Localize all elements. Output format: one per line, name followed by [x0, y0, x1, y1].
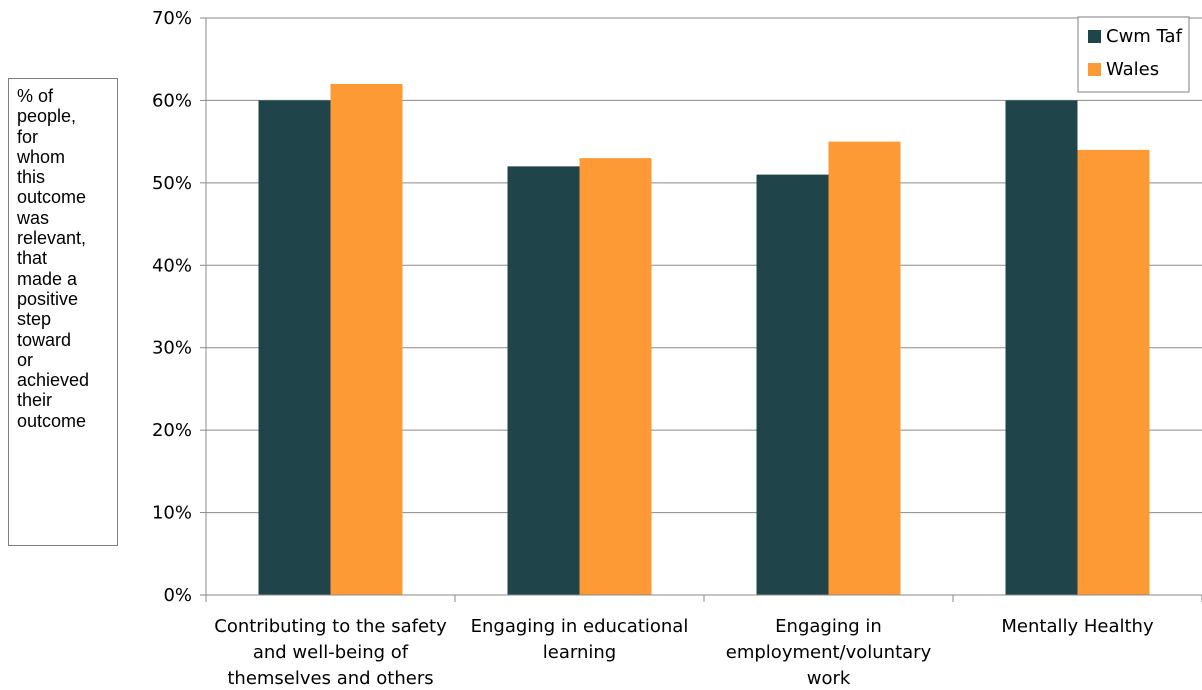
bar-cwm-taf	[1005, 100, 1078, 595]
x-tick-label: employment/voluntary	[726, 642, 932, 663]
y-tick-label: 20%	[152, 420, 192, 441]
x-tick-label: themselves and others	[227, 668, 433, 689]
legend-swatch	[1088, 63, 1101, 76]
y-axis-label: % of people, for whom this outcome was r…	[17, 86, 90, 431]
bar-cwm-taf	[258, 100, 331, 595]
x-tick-label: Contributing to the safety	[214, 616, 447, 637]
x-tick-label: learning	[543, 642, 616, 663]
y-tick-label: 30%	[152, 338, 192, 359]
legend-box	[1077, 16, 1190, 93]
x-tick-label: Engaging in	[775, 616, 882, 637]
x-tick-label: Engaging in educational	[471, 616, 689, 637]
y-tick-label: 50%	[152, 173, 192, 194]
bar-cwm-taf	[507, 166, 580, 595]
bar-wales	[579, 158, 652, 595]
bar-cwm-taf	[756, 174, 829, 595]
y-tick-label: 0%	[163, 585, 192, 606]
legend-label: Wales	[1106, 59, 1159, 80]
y-tick-label: 40%	[152, 255, 192, 276]
x-tick-label: and well-being of	[253, 642, 409, 663]
x-tick-label: work	[807, 668, 851, 689]
x-tick-label: Mentally Healthy	[1001, 616, 1154, 637]
y-tick-label: 60%	[152, 90, 192, 111]
y-axis-label-box	[8, 78, 118, 546]
bar-wales	[828, 141, 901, 595]
y-tick-label: 10%	[152, 503, 192, 524]
y-tick-label: 70%	[152, 8, 192, 29]
legend-label: Cwm Taf	[1106, 26, 1183, 47]
bar-wales	[330, 83, 403, 595]
legend-swatch	[1088, 30, 1101, 43]
bar-wales	[1077, 149, 1150, 595]
